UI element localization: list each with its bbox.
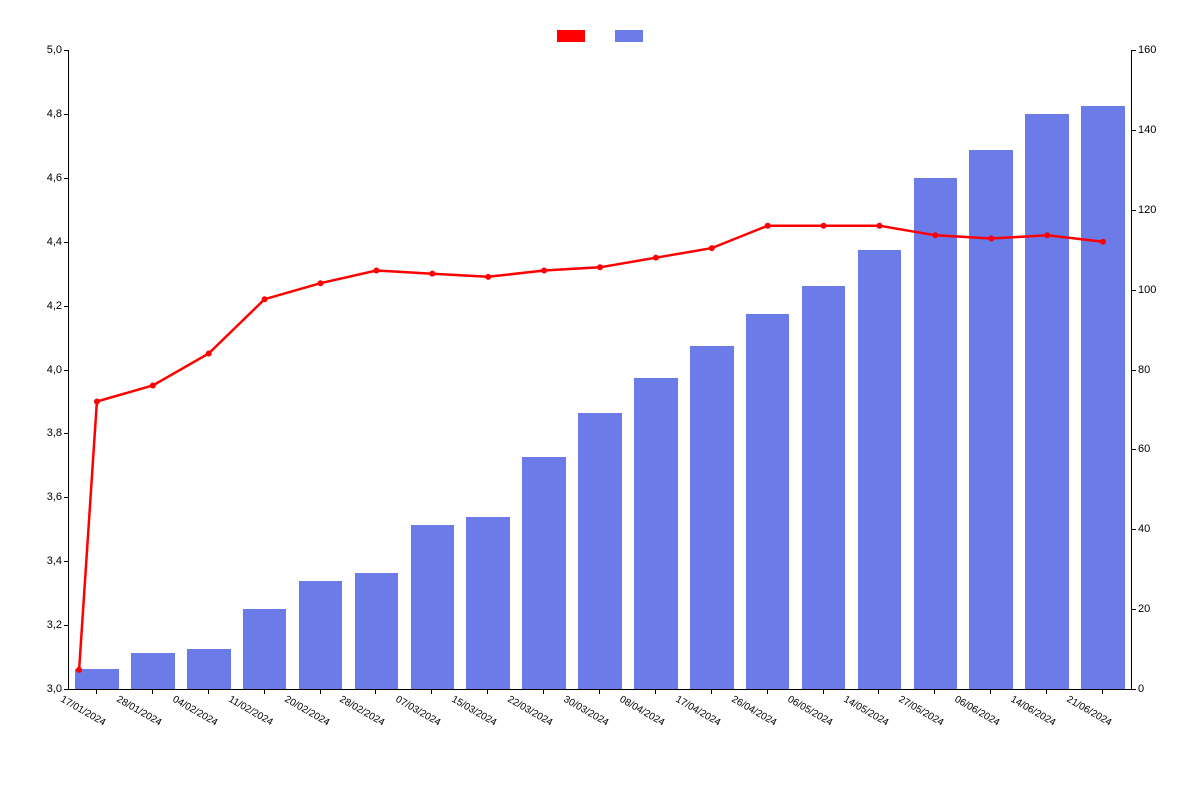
x-tick-label: 17/04/2024 [673,694,722,729]
combo-chart: 3,0 3,2 3,4 3,6 3,8 4,0 4,2 4,4 4,6 4,8 5,0 0 20 40 6… [40,30,1160,750]
x-tick-label: 06/06/2024 [953,694,1002,729]
x-tick-label: 04/02/2024 [170,694,219,729]
y-axis-left: 3,03,23,43,63,84,04,24,44,64,85,0 [40,50,68,690]
line-marker [1044,232,1050,238]
line-marker [1100,239,1106,245]
y-left-tick-label: 3,6 [47,491,62,503]
y-right-tick-label: 40 [1138,523,1150,535]
x-tick-label: 11/02/2024 [226,694,274,728]
chart-legend [557,30,643,42]
x-tick-label: 17/01/2024 [59,694,108,729]
y-left-tick-label: 3,2 [47,619,62,631]
x-tick-label: 30/03/2024 [562,694,611,729]
y-left-tick-label: 4,6 [47,172,62,184]
line-marker [206,351,212,357]
line-marker [876,223,882,229]
x-tick-label: 28/01/2024 [114,694,163,729]
line-marker [709,245,715,251]
line-marker [373,267,379,273]
plot-area [68,50,1132,690]
line-marker [821,223,827,229]
line-marker [94,398,100,404]
y-right-tick-label: 100 [1138,284,1156,296]
legend-line-series [557,30,585,42]
y-left-tick-label: 3,8 [47,427,62,439]
line-marker [262,296,268,302]
y-left-tick-label: 4,8 [47,108,62,120]
line-marker [597,264,603,270]
x-axis: 17/01/202428/01/202404/02/202411/02/2024… [68,690,1132,750]
y-left-tick-label: 4,2 [47,300,62,312]
x-tick-label: 21/06/2024 [1065,694,1114,729]
y-left-tick-label: 3,4 [47,555,62,567]
legend-swatch-bar [615,30,643,42]
x-tick-label: 07/03/2024 [394,694,443,729]
line-marker [988,236,994,242]
x-tick-label: 06/05/2024 [785,694,834,729]
line-marker [765,223,771,229]
line-marker [653,255,659,261]
line-marker [150,382,156,388]
line-marker [429,271,435,277]
y-right-tick-label: 80 [1138,364,1150,376]
line-marker [932,232,938,238]
y-axis-right: 020406080100120140160 [1132,50,1160,690]
x-tick-label: 14/05/2024 [841,694,890,729]
line-marker [76,667,82,673]
x-tick-label: 14/06/2024 [1009,694,1058,729]
x-tick-label: 20/02/2024 [282,694,331,729]
y-left-tick-label: 4,4 [47,236,62,248]
y-left-tick-label: 3,0 [47,683,62,695]
x-tick-label: 15/03/2024 [450,694,499,729]
y-right-tick-label: 140 [1138,124,1156,136]
legend-bar-series [615,30,643,42]
y-right-tick-label: 120 [1138,204,1156,216]
y-left-tick-label: 4,0 [47,364,62,376]
y-right-tick-label: 0 [1138,683,1144,695]
x-tick-label: 28/02/2024 [338,694,387,729]
line-marker [485,274,491,280]
line-marker [541,267,547,273]
line-path [79,226,1103,670]
y-right-tick-label: 60 [1138,443,1150,455]
x-tick-label: 27/05/2024 [897,694,946,729]
line-marker [318,280,324,286]
x-tick-label: 26/04/2024 [729,694,778,729]
y-right-tick-label: 160 [1138,44,1156,56]
legend-swatch-line [557,30,585,42]
x-tick-label: 08/04/2024 [617,694,666,729]
line-series [69,50,1131,689]
y-right-tick-label: 20 [1138,603,1150,615]
x-tick-label: 22/03/2024 [506,694,555,729]
y-left-tick-label: 5,0 [47,44,62,56]
